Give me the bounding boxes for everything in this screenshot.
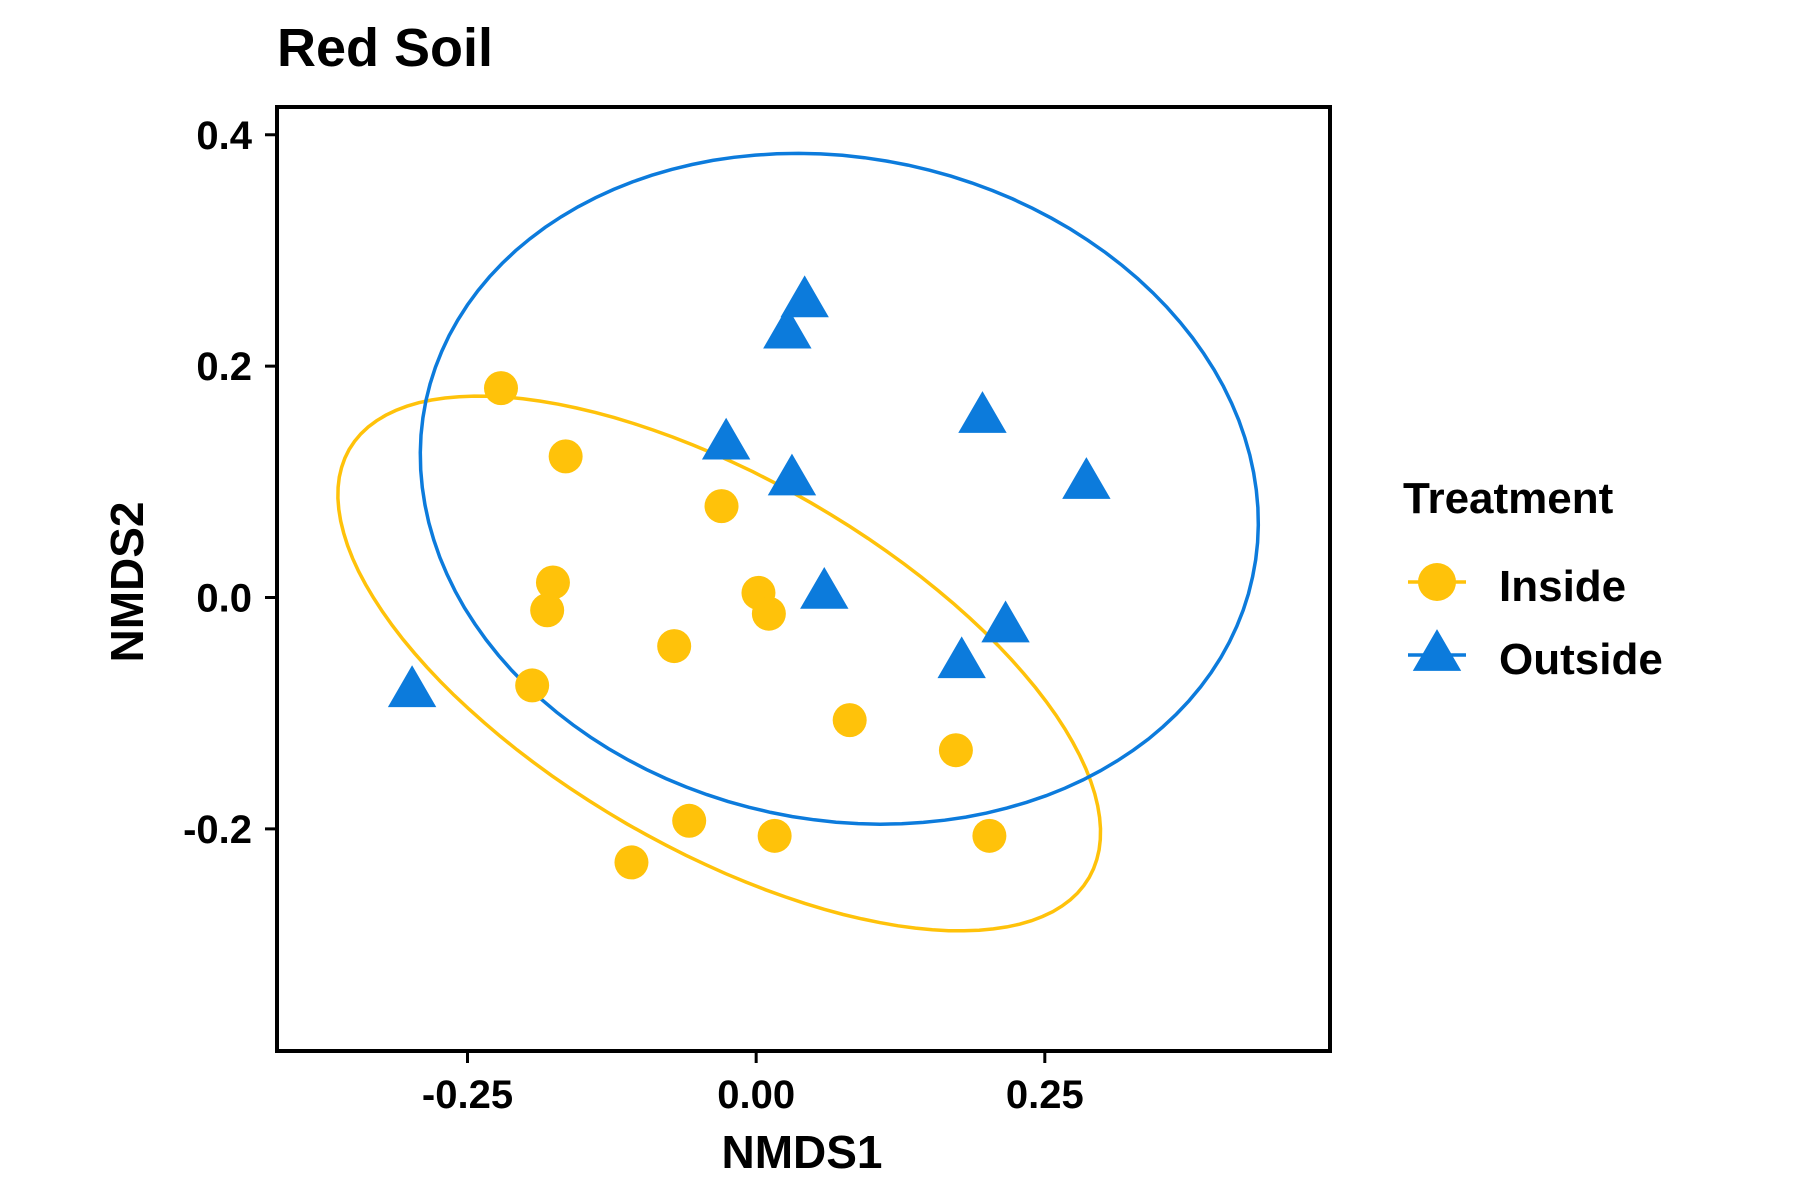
data-point-inside	[938, 733, 973, 768]
data-point-outside	[767, 453, 817, 496]
plot-area: -0.25 0.00 0.25 0.4 0.2 0.0 -0.2	[183, 105, 1332, 1117]
x-tick-label: 0.00	[717, 1073, 795, 1117]
data-point-outside	[981, 600, 1030, 643]
data-point-inside	[832, 703, 867, 738]
data-point-inside	[704, 489, 739, 524]
data-point-inside	[657, 629, 692, 664]
data-point-outside	[387, 665, 437, 708]
legend-key-outside	[1412, 629, 1462, 671]
data-point-inside	[535, 565, 570, 600]
y-tick-label: 0.0	[196, 577, 252, 621]
data-point-inside	[515, 668, 550, 703]
data-point-outside	[958, 391, 1007, 433]
ellipse-outside	[418, 151, 1261, 826]
legend: Treatment Inside Outside	[1403, 474, 1663, 684]
data-point-outside	[800, 566, 849, 609]
data-point-outside	[937, 636, 986, 679]
y-tick-label: 0.2	[196, 345, 252, 389]
x-tick-label: 0.25	[1006, 1073, 1084, 1117]
data-point-outside	[701, 417, 751, 460]
legend-title: Treatment	[1403, 474, 1614, 523]
data-point-inside	[530, 593, 565, 628]
data-point-outside	[1062, 457, 1111, 499]
ellipse-inside	[336, 394, 1103, 933]
chart-title: Red Soil	[277, 18, 493, 78]
legend-label: Outside	[1499, 635, 1663, 684]
data-point-inside	[757, 818, 792, 853]
y-axis-title: NMDS2	[101, 501, 153, 662]
legend-key-inside	[1418, 563, 1456, 601]
data-point-inside	[751, 596, 786, 631]
data-point-inside	[548, 439, 583, 474]
data-point-outside	[763, 306, 812, 349]
y-tick-label: 0.4	[196, 114, 252, 158]
data-point-outside	[780, 275, 829, 318]
data-point-inside	[972, 818, 1007, 853]
legend-label: Inside	[1499, 562, 1626, 611]
data-point-inside	[483, 371, 518, 406]
x-tick-label: -0.25	[422, 1073, 513, 1117]
x-axis-title: NMDS1	[721, 1126, 882, 1178]
y-tick-label: -0.2	[183, 808, 252, 852]
data-point-inside	[672, 803, 707, 838]
data-point-inside	[614, 845, 649, 880]
plot-border	[275, 105, 1332, 1053]
